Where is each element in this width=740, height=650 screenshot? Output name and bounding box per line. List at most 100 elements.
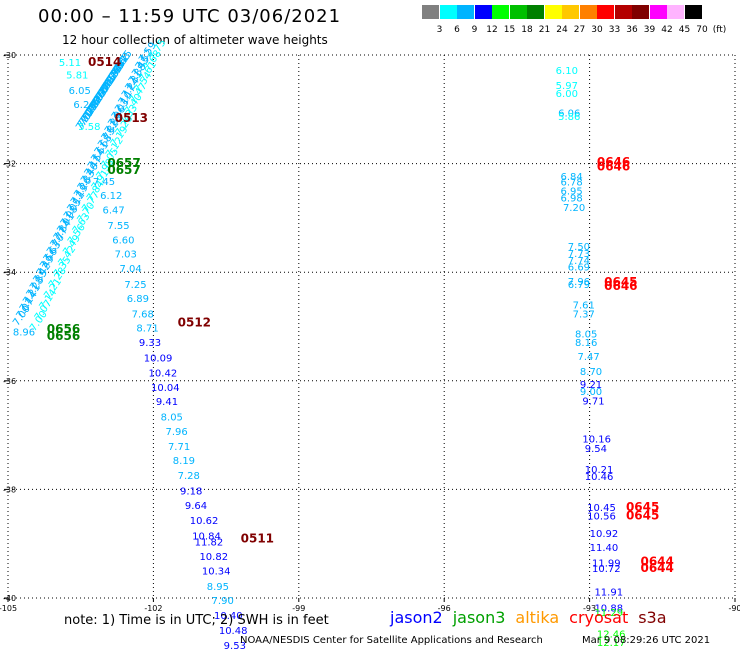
y-tick-label: -40 xyxy=(3,594,16,603)
wave-height-label: 7.96 xyxy=(568,277,590,288)
wave-height-label: 7.28 xyxy=(178,471,200,482)
wave-height-label: 8.95 xyxy=(207,582,229,593)
wave-height-label: 10.09 xyxy=(144,353,173,364)
wave-height-label: 7.71 xyxy=(168,442,190,453)
wave-height-label: 11.29 xyxy=(594,608,623,619)
x-tick-label: -96 xyxy=(438,604,451,613)
wave-height-label: 8.96 xyxy=(13,328,35,339)
wave-height-label: 11.99 xyxy=(592,559,621,570)
color-swatch xyxy=(614,5,632,19)
wave-height-label: 10.42 xyxy=(149,368,178,379)
wave-height-label: 6.47 xyxy=(103,206,125,217)
color-swatch xyxy=(684,5,702,19)
wave-height-label: 7.45 xyxy=(93,177,115,188)
pass-time-label: 0657 xyxy=(107,156,140,170)
wave-labels: 5.115.81 6.05 6.26 5.58 7.45 6.12 6.47 7.55 6.60… xyxy=(13,58,626,650)
wave-height-label: 7.68 xyxy=(132,309,154,320)
satellite-legend: jason2 jason3 altika cryosat s3a xyxy=(390,608,677,627)
color-swatch xyxy=(509,5,527,19)
wave-height-label: 11.91 xyxy=(594,587,623,598)
wave-height-label: 6.98 xyxy=(561,194,583,205)
pass-time-label: 0511 xyxy=(241,532,274,546)
wave-height-label: 6.60 xyxy=(112,235,134,246)
wave-height-label: 7.73 xyxy=(568,249,590,260)
y-tick-label: -38 xyxy=(3,485,16,494)
wave-height-label: 10.84 xyxy=(192,531,221,542)
wave-height-label: 6.06 xyxy=(558,108,580,119)
wave-height-label: 7.47 xyxy=(577,352,599,363)
wave-height-label: 10.21 xyxy=(585,465,614,476)
color-scale-label: 39 xyxy=(643,25,656,35)
pass-time-label: 0657 xyxy=(107,163,140,177)
wave-height-label: 10.56 xyxy=(587,511,616,522)
wave-height-label: 12.17 xyxy=(597,638,626,649)
wave-height-label: 10.82 xyxy=(199,552,228,563)
wave-height-label: 9.18 xyxy=(180,486,202,497)
color-swatch xyxy=(474,5,492,19)
y-tick-label: -30 xyxy=(3,51,16,60)
wave-height-label: 10.46 xyxy=(585,472,614,483)
wave-height-label: 11.82 xyxy=(195,537,224,548)
wave-height-label: 7.96 xyxy=(166,427,188,438)
color-scale-label: 24 xyxy=(556,25,568,35)
color-scale-label: 30 xyxy=(591,25,603,35)
wave-height-label: 12.46 xyxy=(597,630,626,641)
legend-item-s3a: s3a xyxy=(638,608,667,627)
wave-height-label: 6.00 xyxy=(556,89,578,100)
wave-height-label: 8.71 xyxy=(136,323,158,334)
legend-item-jason3: jason3 xyxy=(452,608,506,627)
color-swatch xyxy=(667,5,684,19)
color-scale-label: 70 xyxy=(696,25,708,35)
wave-height-label: 5.86 xyxy=(558,112,580,123)
wave-height-label: 9.33 xyxy=(139,338,161,349)
y-tick-label: -36 xyxy=(3,377,16,386)
pass-labels: 0514051306570657051206560656051106460646… xyxy=(47,55,674,575)
pass-time-label: 0512 xyxy=(178,316,211,330)
wave-height-label: 7.25 xyxy=(124,280,146,291)
color-scale-label: 21 xyxy=(538,25,551,35)
wave-height-label: 6.05 xyxy=(69,86,91,97)
y-tick-label: -34 xyxy=(3,268,16,277)
wave-height-label: 8.70 xyxy=(580,367,602,378)
wave-height-label: 9.64 xyxy=(185,501,207,512)
legend-item-altika: altika xyxy=(515,608,560,627)
wave-height-label: 6.69 xyxy=(568,263,590,274)
wave-height-label: 10.72 xyxy=(592,564,621,575)
color-scale-label: 15 xyxy=(503,25,516,35)
wave-height-label: 10.92 xyxy=(590,529,619,540)
pass-time-label: 0645 xyxy=(626,508,659,522)
footer-note: note: 1) Time is in UTC; 2) SWH is in fe… xyxy=(64,613,329,628)
wave-height-label: 6.26 xyxy=(73,100,95,111)
credit-text: NOAA/NESDIS Center for Satellite Applica… xyxy=(240,635,543,646)
color-swatch xyxy=(649,5,667,19)
wave-height-label: 6.79 xyxy=(568,280,590,291)
x-tick-label: -99 xyxy=(292,604,305,613)
wave-height-label: 7.90 xyxy=(212,596,234,607)
color-scale-label: 45 xyxy=(678,25,691,35)
x-tick-label: -93 xyxy=(583,604,596,613)
wave-height-label: 9.54 xyxy=(585,444,607,455)
pass-time-label: 0646 xyxy=(604,279,637,293)
color-scale-label: 12 xyxy=(486,25,498,35)
page-subtitle: 12 hour collection of altimeter wave hei… xyxy=(62,33,328,47)
color-scale-label: 9 xyxy=(471,25,478,35)
color-scale-label: 3 xyxy=(436,25,443,35)
axes: -105 -102 -99 -96 -93 -90 -30 -32 -34 -36 -38 -40 xyxy=(0,51,740,613)
y-tick-label: -32 xyxy=(3,160,16,169)
pass-time-label: 0656 xyxy=(47,322,80,336)
wave-height-label: 7.74 xyxy=(568,256,590,267)
pass-time-label: 0645 xyxy=(604,275,637,289)
color-swatch xyxy=(439,5,457,19)
wave-height-label: 7.55 xyxy=(107,221,129,232)
credit-timestamp: Mar 9 08:29:26 UTC 2021 xyxy=(582,635,711,646)
wave-height-label: 10.16 xyxy=(582,435,611,446)
wave-height-label: 10.45 xyxy=(587,503,616,514)
pass-time-label: 0645 xyxy=(626,500,659,514)
wave-height-label: 8.19 xyxy=(173,456,195,467)
color-swatch xyxy=(632,5,649,19)
wave-height-label: 7.50 xyxy=(568,242,590,253)
wave-height-label: 10.34 xyxy=(202,567,231,578)
wave-height-label: 9.53 xyxy=(224,641,246,650)
x-tick-label: -105 xyxy=(0,604,17,613)
color-scale-label: 18 xyxy=(521,25,533,35)
